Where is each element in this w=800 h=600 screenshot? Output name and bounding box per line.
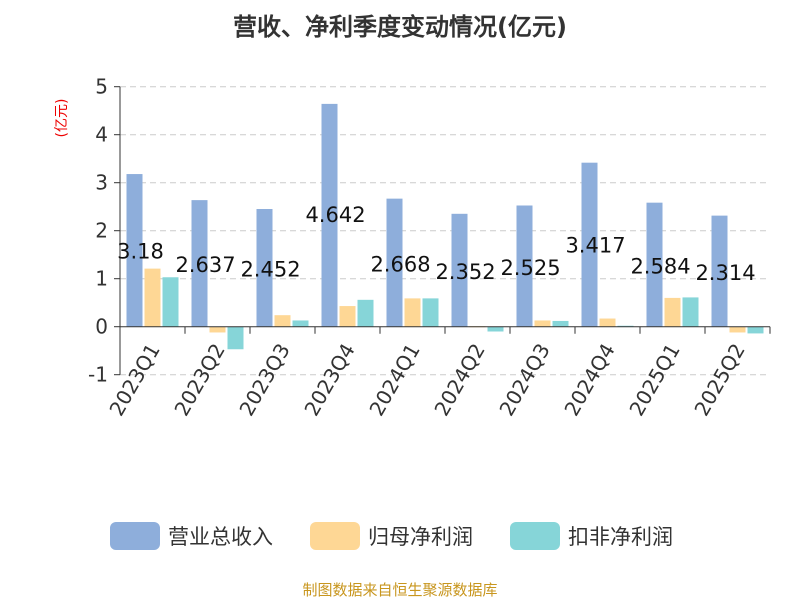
bar-1 [581,162,598,327]
bar-1 [256,209,273,327]
bar-1 [386,198,403,327]
x-tick-label: 2023Q2 [169,339,229,420]
bar-3 [747,326,764,334]
bar-3 [162,277,179,327]
bar-2 [664,297,681,327]
data-label: 2.352 [435,260,495,284]
bar-2 [339,306,356,327]
x-tick-label: 2023Q3 [234,339,294,420]
footer-source: 制图数据来自恒生聚源数据库 [302,581,497,599]
bar-2 [534,320,551,327]
x-tick-label: 2025Q2 [689,339,749,420]
x-tick-label: 2024Q3 [494,339,554,420]
y-tick-label: -1 [88,363,108,387]
x-tick-label: 2025Q1 [624,339,684,420]
y-tick-label: 2 [95,219,108,243]
y-tick-label: 0 [95,315,108,339]
x-tick-label: 2023Q1 [104,339,164,420]
data-label: 3.18 [117,240,164,264]
y-tick-label: 4 [95,123,108,147]
bar-3 [552,320,569,327]
bar-1 [126,174,143,327]
data-label: 4.642 [305,203,365,227]
bar-1 [451,213,468,327]
x-tick-label: 2024Q2 [429,339,489,420]
chart-title: 营收、净利季度变动情况(亿元) [233,13,567,41]
bar-2 [274,315,291,327]
legend-swatch[interactable] [310,522,360,550]
data-label: 2.314 [695,261,755,285]
legend-label[interactable]: 营业总收入 [168,525,273,549]
bar-2 [729,326,746,333]
bar-3 [292,320,309,327]
legend-swatch[interactable] [110,522,160,550]
data-label: 2.525 [500,256,560,280]
bar-2 [599,318,616,327]
data-label: 2.637 [175,253,235,277]
data-label: 2.668 [370,252,430,276]
data-label: 3.417 [565,234,625,258]
legend-label[interactable]: 归母净利润 [368,525,473,549]
data-label: 2.584 [630,254,690,278]
y-axis-label: (亿元) [54,99,70,138]
legend-label[interactable]: 扣非净利润 [568,525,673,549]
bar-1 [321,103,338,327]
bar-1 [191,200,208,327]
y-tick-label: 3 [95,171,108,195]
bar-3 [227,326,244,350]
bar-1 [711,215,728,327]
bar-3 [682,297,699,327]
bar-2 [404,298,421,327]
x-tick-label: 2023Q4 [299,339,359,420]
x-tick-label: 2024Q1 [364,339,424,420]
y-tick-label: 5 [95,75,108,99]
bar-2 [209,326,226,333]
x-tick-label: 2024Q4 [559,339,619,420]
bar-3 [357,299,374,327]
y-tick-label: 1 [95,267,108,291]
bar-3 [487,326,504,332]
bar-3 [422,298,439,327]
legend-swatch[interactable] [510,522,560,550]
bar-2 [144,268,161,327]
data-label: 2.452 [240,258,300,282]
bar-1 [646,202,663,327]
bar-1 [516,205,533,327]
